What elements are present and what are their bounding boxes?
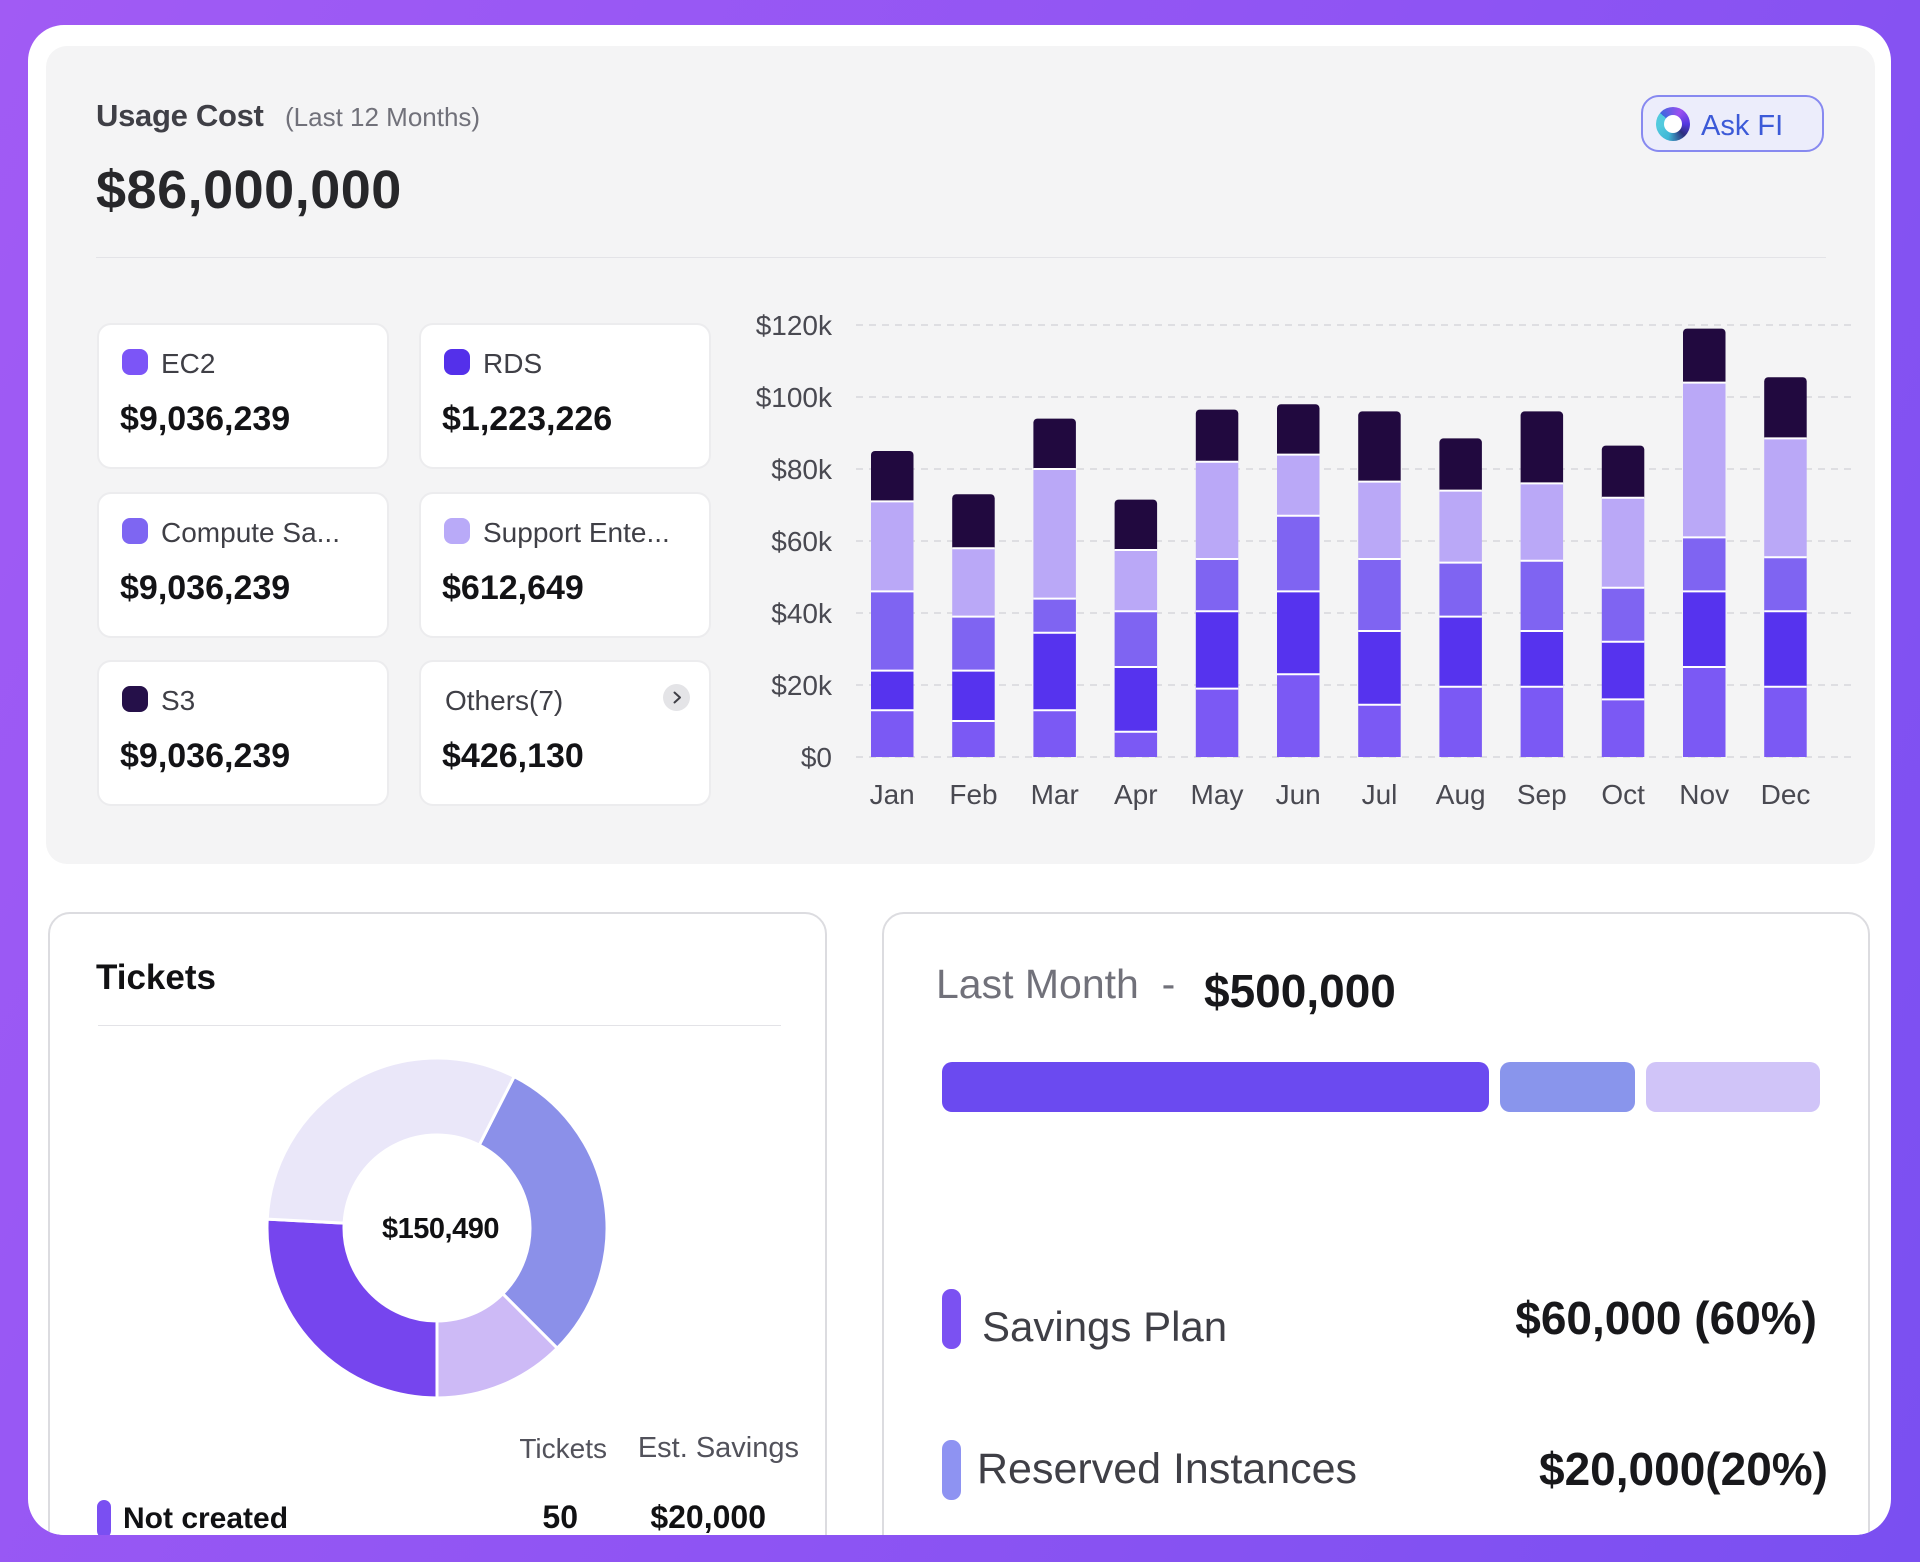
svg-text:Dec: Dec <box>1761 779 1811 810</box>
svg-text:Oct: Oct <box>1601 779 1645 810</box>
svg-text:Jan: Jan <box>870 779 915 810</box>
svg-text:Aug: Aug <box>1436 779 1486 810</box>
svg-text:$100k: $100k <box>756 382 833 413</box>
svg-text:May: May <box>1191 779 1244 810</box>
svg-text:$120k: $120k <box>756 310 833 341</box>
svg-text:Sep: Sep <box>1517 779 1567 810</box>
svg-text:$60k: $60k <box>771 526 833 557</box>
svg-text:Feb: Feb <box>949 779 997 810</box>
svg-text:$0: $0 <box>801 742 832 773</box>
svg-text:Mar: Mar <box>1031 779 1079 810</box>
svg-text:$40k: $40k <box>771 598 833 629</box>
svg-text:Nov: Nov <box>1679 779 1729 810</box>
svg-text:Apr: Apr <box>1114 779 1158 810</box>
svg-text:Jun: Jun <box>1276 779 1321 810</box>
svg-text:$20k: $20k <box>771 670 833 701</box>
svg-text:$80k: $80k <box>771 454 833 485</box>
svg-text:Jul: Jul <box>1362 779 1398 810</box>
